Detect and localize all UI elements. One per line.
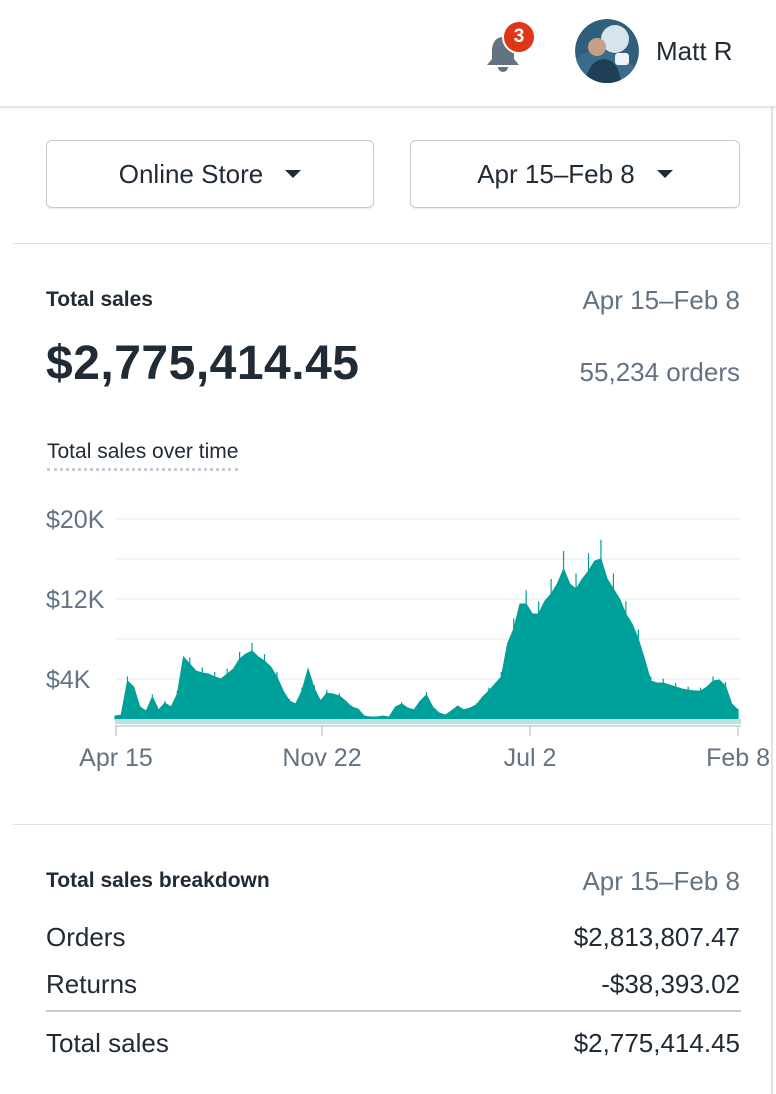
breakdown-date-range: Apr 15–Feb 8 xyxy=(582,866,740,896)
chart-x-tick-label: Jul 2 xyxy=(504,744,557,772)
chart-y-tick-label: $12K xyxy=(46,586,105,614)
total-sales-date-range: Apr 15–Feb 8 xyxy=(582,285,740,315)
orders-count: 55,234 orders xyxy=(579,357,740,387)
date-range-selector[interactable]: Apr 15–Feb 8 xyxy=(410,140,740,208)
chart-baseline xyxy=(115,719,741,724)
sales-chart: $20K $12K $4K Apr 15 Nov 22 Jul 2 Feb 8 xyxy=(46,506,770,772)
store-selector-label: Online Store xyxy=(118,158,264,189)
chart-title[interactable]: Total sales over time xyxy=(47,440,239,471)
top-bar: 3 Matt R xyxy=(0,0,776,107)
panel-edge xyxy=(771,106,773,1094)
caret-down-icon xyxy=(285,170,302,178)
total-sales-amount: $2,775,414.45 xyxy=(46,337,360,390)
breakdown-title: Total sales breakdown xyxy=(46,869,270,892)
breakdown-total-value: $2,775,414.45 xyxy=(573,1028,740,1058)
breakdown-row-value: -$38,393.02 xyxy=(601,969,740,999)
breakdown-row-label: Orders xyxy=(46,922,126,952)
chart-area-series xyxy=(114,558,739,720)
caret-down-icon xyxy=(656,170,673,178)
avatar[interactable] xyxy=(575,19,639,83)
date-range-selector-label: Apr 15–Feb 8 xyxy=(477,158,635,189)
divider xyxy=(13,824,773,825)
user-name[interactable]: Matt R xyxy=(656,36,733,66)
chart-x-tick-label: Nov 22 xyxy=(282,744,361,772)
breakdown-total-label: Total sales xyxy=(46,1028,169,1058)
breakdown-rule xyxy=(46,1010,741,1012)
total-sales-title: Total sales xyxy=(46,288,153,311)
divider xyxy=(13,243,773,244)
chart-y-tick-label: $20K xyxy=(46,506,105,534)
notification-badge: 3 xyxy=(502,20,536,54)
chart-y-tick-label: $4K xyxy=(46,666,91,694)
breakdown-row-value: $2,813,807.47 xyxy=(573,922,740,952)
store-selector[interactable]: Online Store xyxy=(46,140,374,208)
chart-x-tick-label: Apr 15 xyxy=(79,744,153,772)
breakdown-row-label: Returns xyxy=(46,969,138,999)
chart-x-tick-label: Feb 8 xyxy=(706,744,770,772)
